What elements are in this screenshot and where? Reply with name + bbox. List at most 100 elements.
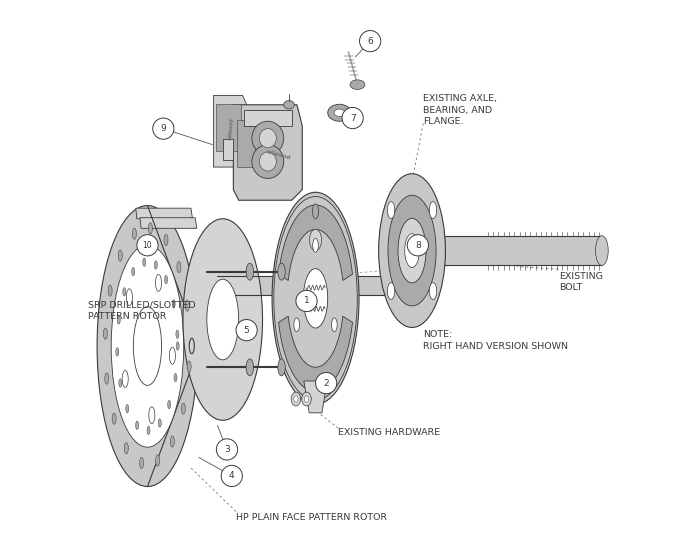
- Ellipse shape: [379, 174, 445, 327]
- Ellipse shape: [122, 370, 128, 387]
- Ellipse shape: [313, 238, 319, 252]
- Ellipse shape: [158, 419, 161, 427]
- Ellipse shape: [169, 348, 176, 364]
- Ellipse shape: [111, 245, 183, 447]
- Ellipse shape: [104, 328, 107, 340]
- Text: 3: 3: [224, 445, 230, 454]
- Circle shape: [216, 439, 237, 460]
- Ellipse shape: [134, 306, 162, 385]
- Ellipse shape: [405, 233, 419, 268]
- Ellipse shape: [259, 128, 276, 148]
- Ellipse shape: [387, 201, 395, 219]
- Polygon shape: [140, 217, 197, 228]
- Polygon shape: [223, 139, 233, 160]
- Ellipse shape: [429, 282, 437, 300]
- Polygon shape: [234, 111, 268, 183]
- Ellipse shape: [294, 318, 300, 332]
- Ellipse shape: [429, 201, 437, 219]
- Polygon shape: [214, 95, 247, 167]
- Ellipse shape: [332, 318, 337, 332]
- Ellipse shape: [176, 330, 179, 338]
- Circle shape: [221, 465, 242, 487]
- Ellipse shape: [206, 279, 239, 360]
- Ellipse shape: [294, 396, 298, 402]
- Ellipse shape: [388, 195, 436, 306]
- Ellipse shape: [126, 289, 132, 305]
- Text: 6: 6: [368, 37, 373, 46]
- Ellipse shape: [334, 109, 344, 116]
- Ellipse shape: [252, 121, 284, 155]
- Polygon shape: [279, 205, 353, 280]
- Ellipse shape: [117, 316, 120, 324]
- Ellipse shape: [148, 223, 153, 234]
- Ellipse shape: [309, 229, 321, 251]
- Ellipse shape: [118, 250, 122, 261]
- Text: 9: 9: [160, 124, 166, 133]
- Ellipse shape: [122, 288, 126, 296]
- Circle shape: [153, 118, 174, 139]
- Ellipse shape: [187, 361, 191, 372]
- Ellipse shape: [112, 413, 116, 424]
- Ellipse shape: [278, 359, 286, 376]
- Ellipse shape: [119, 379, 122, 387]
- Ellipse shape: [132, 268, 135, 276]
- Polygon shape: [136, 208, 193, 219]
- Ellipse shape: [252, 144, 284, 179]
- Ellipse shape: [116, 348, 119, 356]
- Ellipse shape: [105, 373, 108, 384]
- Ellipse shape: [176, 342, 179, 350]
- Circle shape: [137, 235, 158, 256]
- Bar: [216, 104, 241, 151]
- Ellipse shape: [149, 407, 155, 424]
- Ellipse shape: [132, 228, 137, 239]
- Text: wilwood: wilwood: [228, 117, 234, 140]
- Ellipse shape: [164, 276, 167, 284]
- Ellipse shape: [164, 235, 168, 246]
- Bar: [432, 236, 602, 265]
- Circle shape: [407, 235, 428, 256]
- Circle shape: [360, 30, 381, 52]
- Ellipse shape: [172, 300, 175, 308]
- Ellipse shape: [155, 274, 162, 292]
- Ellipse shape: [177, 262, 181, 273]
- Ellipse shape: [596, 236, 608, 265]
- Text: 1: 1: [304, 296, 309, 305]
- Ellipse shape: [272, 192, 359, 405]
- Text: NOTE:
RIGHT HAND VERSION SHOWN: NOTE: RIGHT HAND VERSION SHOWN: [424, 330, 568, 351]
- Polygon shape: [279, 316, 353, 392]
- Ellipse shape: [147, 426, 150, 434]
- Ellipse shape: [139, 457, 144, 469]
- Ellipse shape: [154, 261, 158, 269]
- Ellipse shape: [350, 80, 365, 90]
- Ellipse shape: [304, 396, 309, 402]
- Ellipse shape: [303, 269, 328, 328]
- Ellipse shape: [181, 403, 186, 414]
- Text: 2: 2: [323, 378, 329, 387]
- Ellipse shape: [126, 405, 129, 413]
- Circle shape: [236, 319, 257, 341]
- Text: 5: 5: [244, 326, 249, 335]
- Circle shape: [316, 373, 337, 394]
- Ellipse shape: [398, 219, 426, 283]
- Text: EXISTING HARDWARE: EXISTING HARDWARE: [338, 428, 440, 437]
- Ellipse shape: [246, 359, 253, 376]
- Ellipse shape: [143, 258, 146, 266]
- Text: SRP DRILLED/SLOTTED
PATTERN ROTOR: SRP DRILLED/SLOTTED PATTERN ROTOR: [88, 301, 195, 321]
- Polygon shape: [304, 381, 327, 413]
- Text: 10: 10: [143, 241, 153, 250]
- Ellipse shape: [97, 206, 198, 487]
- Ellipse shape: [168, 400, 171, 409]
- Ellipse shape: [278, 263, 286, 280]
- Ellipse shape: [302, 392, 312, 406]
- Text: HP PLAIN FACE PATTERN ROTOR: HP PLAIN FACE PATTERN ROTOR: [236, 513, 387, 522]
- Ellipse shape: [291, 392, 301, 406]
- Ellipse shape: [125, 442, 128, 454]
- Text: wilwood: wilwood: [265, 149, 291, 161]
- Ellipse shape: [387, 282, 395, 300]
- Polygon shape: [244, 110, 292, 126]
- Ellipse shape: [155, 455, 160, 466]
- Circle shape: [342, 108, 363, 128]
- Text: EXISTING
BOLT: EXISTING BOLT: [559, 272, 603, 292]
- Ellipse shape: [186, 300, 189, 311]
- Text: 7: 7: [350, 114, 356, 123]
